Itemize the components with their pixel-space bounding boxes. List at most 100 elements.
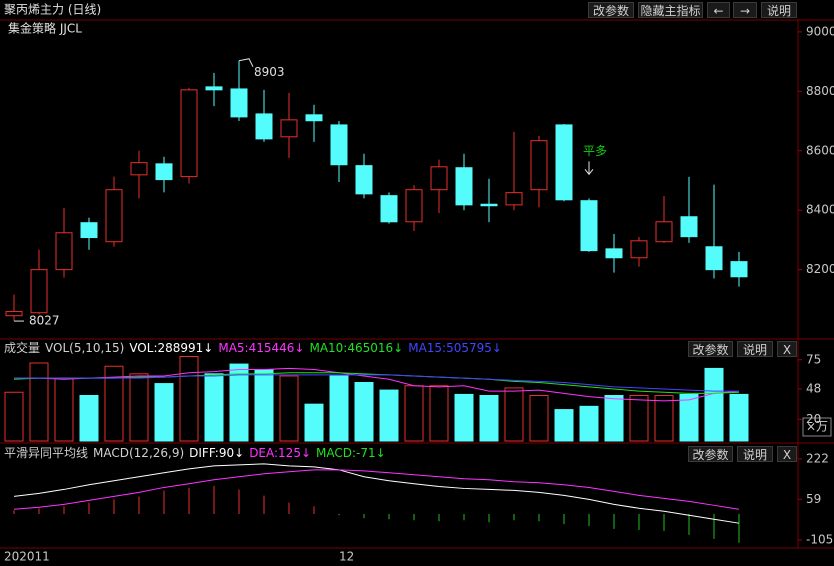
line xyxy=(14,374,739,392)
volume-bar xyxy=(479,395,499,442)
volume-bar xyxy=(29,362,49,442)
volume-bar xyxy=(454,393,474,442)
y-tick-label: 8600 xyxy=(806,143,834,157)
candle-body xyxy=(5,311,23,317)
header-item: MA5:415446↓ xyxy=(218,341,305,355)
line xyxy=(14,367,740,402)
unit-label: ×万 xyxy=(806,420,828,434)
volume-bar xyxy=(654,395,674,442)
candle-body xyxy=(505,192,523,206)
header-item: 平滑异同平均线 xyxy=(4,446,89,460)
line xyxy=(13,372,740,394)
candle-body xyxy=(305,114,323,122)
candle-body xyxy=(680,216,698,238)
candle-body xyxy=(430,166,448,191)
signal-label: 平多 xyxy=(583,144,607,158)
volume-bar xyxy=(204,373,224,442)
button[interactable]: 改参数 xyxy=(688,446,733,462)
y-tick-label: -105 xyxy=(806,533,833,547)
candle-body xyxy=(605,248,623,259)
candle-body xyxy=(380,195,398,223)
header-item: 成交量 xyxy=(4,341,41,355)
volume-bar xyxy=(329,375,349,442)
button[interactable]: 说明 xyxy=(737,341,773,357)
button[interactable]: → xyxy=(733,2,757,18)
min-label: 8027 xyxy=(29,314,60,328)
window-title: 聚丙烯主力 (日线) xyxy=(4,3,101,17)
header-item: VOL(5,10,15) xyxy=(45,341,125,355)
header-item: DEA:125↓ xyxy=(249,446,312,460)
volume-bar xyxy=(154,383,174,442)
candle-body xyxy=(705,246,723,271)
y-tick-label: 222 xyxy=(806,451,829,465)
candle-body xyxy=(255,113,273,140)
volume-bar xyxy=(504,387,524,442)
candle-body xyxy=(155,163,173,181)
button[interactable]: 隐藏主指标 xyxy=(638,2,703,18)
button[interactable]: X xyxy=(777,341,797,357)
volume-bar xyxy=(79,395,99,442)
volume-bar xyxy=(429,385,449,442)
volume-bar xyxy=(729,393,749,442)
volume-bar xyxy=(229,363,249,442)
volume-bar xyxy=(704,367,724,442)
button[interactable]: 改参数 xyxy=(688,341,733,357)
volume-bar xyxy=(379,389,399,442)
volume-bar xyxy=(179,356,199,442)
candle-body xyxy=(730,261,748,278)
volume-bar xyxy=(604,395,624,442)
y-tick-label: 59 xyxy=(806,492,821,506)
candle-body xyxy=(30,269,48,314)
header-item: VOL:288991↓ xyxy=(129,341,214,355)
volume-bar xyxy=(279,375,299,442)
candle-body xyxy=(105,189,123,243)
volume-bar xyxy=(529,395,549,442)
candle-body xyxy=(280,119,298,138)
candle-body xyxy=(655,221,673,243)
button[interactable]: ← xyxy=(707,2,730,18)
volume-bar xyxy=(254,369,274,442)
x-tick-label: 12 xyxy=(339,550,354,564)
volume-bar xyxy=(679,393,699,442)
x-tick-label: 202011 xyxy=(4,550,50,564)
button[interactable]: 说明 xyxy=(761,2,797,18)
volume-bar xyxy=(129,373,149,442)
candle-body xyxy=(55,232,73,271)
candle-body xyxy=(555,124,573,201)
candle-body xyxy=(480,203,498,207)
volume-bar xyxy=(629,395,649,442)
button[interactable]: 改参数 xyxy=(588,2,634,18)
header-item: MACD(12,26,9) xyxy=(93,446,185,460)
candle-body xyxy=(130,162,148,176)
candle-body xyxy=(355,165,373,195)
volume-bar xyxy=(104,365,124,442)
line xyxy=(13,463,740,524)
candle-body xyxy=(580,200,598,252)
candle-body xyxy=(230,88,248,118)
signal-arrow xyxy=(584,161,594,176)
header-item: DIFF:90↓ xyxy=(189,446,245,460)
volume-bar xyxy=(554,409,574,442)
candle-body xyxy=(530,140,548,191)
macd-header: 平滑异同平均线 MACD(12,26,9) DIFF:90↓ DEA:125↓ MACD… xyxy=(4,445,391,461)
volume-header: 成交量 VOL(5,10,15) VOL:288991↓ MA5:415446↓ MA1… xyxy=(4,340,507,356)
candle-body xyxy=(405,189,423,223)
y-tick-label: 8200 xyxy=(806,262,834,276)
volume-bar xyxy=(579,405,599,442)
button[interactable]: X xyxy=(777,446,797,462)
volume-bar xyxy=(304,403,324,442)
max-label: 8903 xyxy=(254,65,285,79)
candle-body xyxy=(630,240,648,259)
y-tick-label: 8800 xyxy=(806,84,834,98)
candle-body xyxy=(455,167,473,206)
button[interactable]: 说明 xyxy=(737,446,773,462)
header-item: MACD:-71↓ xyxy=(316,446,386,460)
line xyxy=(13,469,740,510)
unit-box xyxy=(802,417,832,437)
candle-body xyxy=(205,86,223,91)
candle-body xyxy=(180,89,198,178)
y-tick-label: 8400 xyxy=(806,203,834,217)
